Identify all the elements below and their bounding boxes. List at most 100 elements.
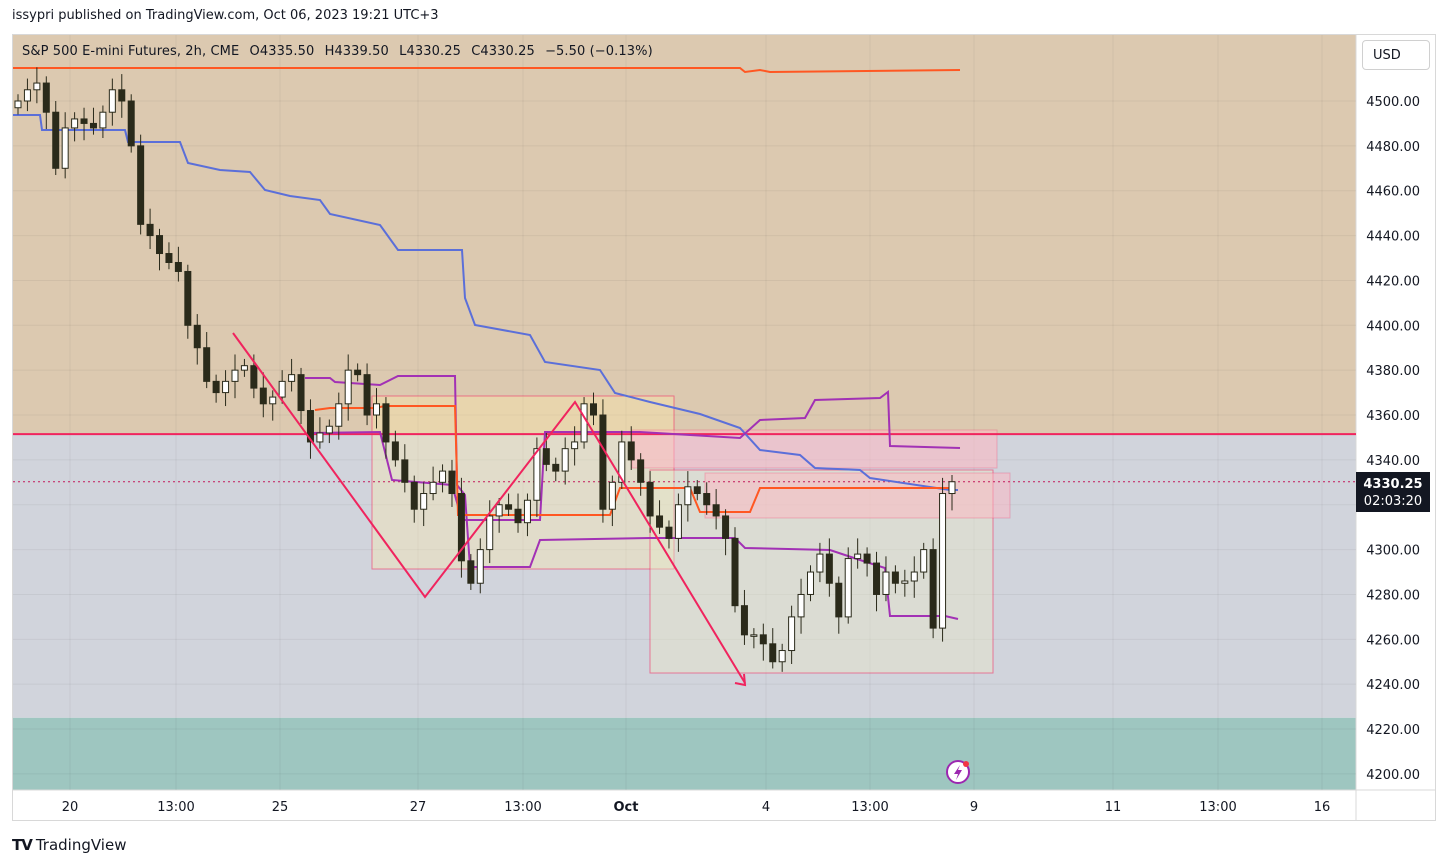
candle-body xyxy=(608,481,616,510)
candle-body xyxy=(910,571,918,582)
candle-body xyxy=(476,549,484,584)
candle-body xyxy=(23,89,31,102)
background-zones xyxy=(13,35,1436,821)
candle-body xyxy=(212,380,220,394)
tradingview-logo[interactable]: TV TradingView xyxy=(12,836,126,854)
price-tick-label: 4440.00 xyxy=(1366,230,1420,245)
candle-body xyxy=(920,549,928,573)
candle-body xyxy=(835,582,843,618)
candle-body xyxy=(580,403,588,443)
candle-body xyxy=(297,374,305,412)
price-tick-label: 4380.00 xyxy=(1366,364,1420,379)
candle-body xyxy=(250,365,258,389)
candle-body xyxy=(52,111,60,169)
time-tick-label: Oct xyxy=(614,800,639,815)
last-price-badge xyxy=(1356,472,1430,512)
candle-body xyxy=(240,365,248,371)
candle-body xyxy=(637,459,645,483)
candle-body xyxy=(61,127,69,169)
candle-body xyxy=(401,459,409,483)
candle-body xyxy=(844,558,852,618)
lightning-icon[interactable] xyxy=(946,760,970,784)
price-tick-label: 4420.00 xyxy=(1366,274,1420,289)
candle-body xyxy=(589,403,597,416)
open-value: O4335.50 xyxy=(249,44,315,59)
drawings xyxy=(232,332,747,687)
candle-body xyxy=(222,380,230,394)
candle-body xyxy=(137,145,145,225)
candle-body xyxy=(627,441,635,461)
time-tick-label: 16 xyxy=(1314,800,1331,815)
candle-body xyxy=(731,537,739,607)
price-axis: 4500.00 4480.00 4460.00 4440.00 4420.00 4400.… xyxy=(1366,95,1420,783)
support-zone xyxy=(13,717,1356,790)
candle-body xyxy=(806,571,814,595)
candle-body xyxy=(410,481,418,510)
currency-button[interactable]: USD xyxy=(1362,40,1430,70)
candle-body xyxy=(325,425,333,434)
candle-body xyxy=(344,369,352,405)
candle-body xyxy=(571,441,579,450)
candle-body xyxy=(863,553,871,564)
candle-body xyxy=(939,493,947,629)
candle-body xyxy=(108,89,116,113)
candle-body xyxy=(278,380,286,398)
candle-body xyxy=(495,504,503,517)
candle-body xyxy=(457,493,465,562)
candle-body xyxy=(354,369,362,376)
candle-body xyxy=(901,580,909,584)
grid-lines xyxy=(13,35,1356,790)
candle-body xyxy=(948,481,956,495)
candle-body xyxy=(656,515,664,528)
time-tick-label: 20 xyxy=(62,800,79,815)
candle-body xyxy=(891,571,899,584)
published-caption: issypri published on TradingView.com, Oc… xyxy=(12,8,439,23)
candle-body xyxy=(335,403,343,427)
symbol-name: S&P 500 E-mini Futures, 2h, CME xyxy=(22,44,240,59)
candle-body xyxy=(505,504,513,510)
candle-body xyxy=(523,499,531,524)
tradingview-brand: TradingView xyxy=(35,836,127,854)
candle-body xyxy=(778,650,786,663)
time-tick-label: 11 xyxy=(1105,800,1122,815)
candle-body xyxy=(71,118,79,129)
candle-body xyxy=(429,481,437,495)
price-tick-label: 4340.00 xyxy=(1366,454,1420,469)
candle-body xyxy=(391,441,399,461)
candle-body xyxy=(382,403,390,443)
candle-body xyxy=(759,634,767,645)
price-tick-label: 4480.00 xyxy=(1366,140,1420,155)
candle-body xyxy=(184,270,192,326)
candle-body xyxy=(854,553,862,560)
candle-body xyxy=(99,111,107,129)
candle-body xyxy=(712,504,720,517)
change-value: −5.50 (−0.13%) xyxy=(545,44,653,59)
price-tick-label: 4300.00 xyxy=(1366,544,1420,559)
candle-body xyxy=(882,571,890,595)
candle-body xyxy=(14,100,22,109)
time-tick-label: 13:00 xyxy=(851,800,888,815)
candle-body xyxy=(514,508,522,524)
candle-body xyxy=(363,374,371,416)
time-tick-label: 25 xyxy=(272,800,289,815)
low-value: L4330.25 xyxy=(399,44,461,59)
candle-body xyxy=(740,605,748,636)
high-value: H4339.50 xyxy=(324,44,389,59)
candle-body xyxy=(193,324,201,349)
candle-body xyxy=(373,403,381,416)
candle-body xyxy=(203,347,211,382)
candle-body xyxy=(288,374,296,382)
candle-body xyxy=(561,448,569,472)
purple-line-lower xyxy=(305,375,959,620)
candle-body xyxy=(750,634,758,637)
candle-body xyxy=(665,526,673,539)
candle-body xyxy=(231,369,239,382)
last-price-value: 4330.25 xyxy=(1363,477,1422,492)
price-tick-label: 4200.00 xyxy=(1366,768,1420,783)
symbol-legend: S&P 500 E-mini Futures, 2h, CME O4335.50… xyxy=(22,44,653,59)
top-orange-line xyxy=(13,67,961,74)
candle-body xyxy=(542,448,550,465)
candle-countdown: 02:03:20 xyxy=(1364,494,1422,509)
price-tick-label: 4280.00 xyxy=(1366,588,1420,603)
